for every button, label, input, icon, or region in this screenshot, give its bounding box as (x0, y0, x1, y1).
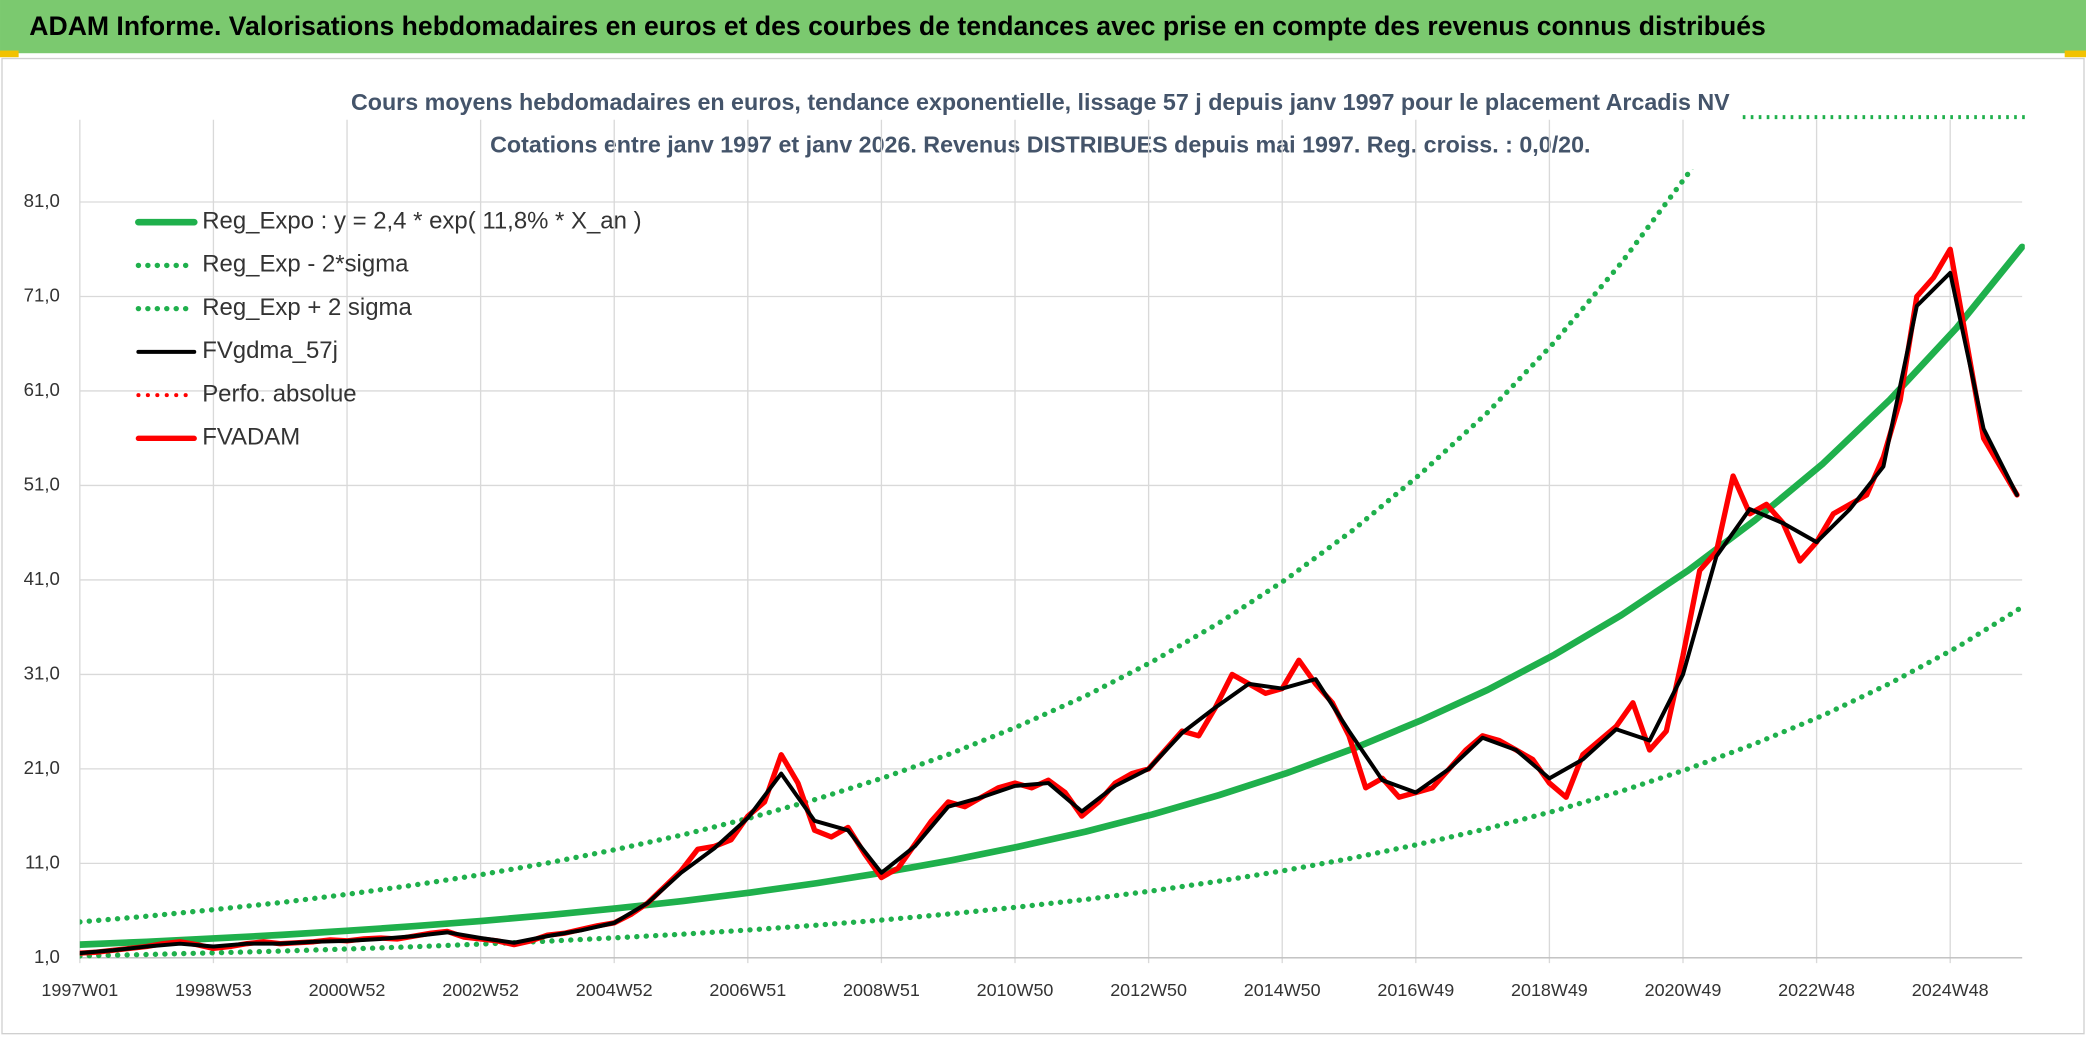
x-tick-label: 2020W49 (1645, 980, 1722, 1000)
y-tick-label: 41,0 (24, 568, 60, 589)
x-tick-label: 2004W52 (576, 980, 653, 1000)
series-line (79, 243, 2025, 948)
series-line (79, 246, 2020, 956)
x-tick-label: 2012W50 (1110, 980, 1187, 1000)
y-tick-label: 71,0 (24, 284, 60, 305)
y-tick-label: 31,0 (24, 662, 60, 683)
chart-title: Cours moyens hebdomadaires en euros, ten… (351, 89, 1730, 115)
legend-label: FVADAM (202, 424, 300, 451)
x-tick-label: 2016W49 (1377, 980, 1454, 1000)
series-line (79, 168, 1695, 925)
legend-label: Reg_Exp - 2*sigma (202, 251, 409, 278)
y-tick-label: 81,0 (24, 190, 60, 211)
corner-mark (2064, 50, 2086, 58)
series-line (79, 604, 2025, 959)
legend-label: Reg_Exp + 2 sigma (202, 294, 412, 321)
y-tick-label: 11,0 (25, 851, 60, 872)
header-title: ADAM Informe. Valorisations hebdomadaire… (29, 11, 1766, 41)
legend-label: Reg_Expo : y = 2,4 * exp( 11,8% * X_an ) (202, 207, 641, 234)
y-tick-label: 21,0 (24, 757, 60, 778)
legend-label: FVgdma_57j (202, 337, 338, 364)
legend: Reg_Expo : y = 2,4 * exp( 11,8% * X_an )… (135, 207, 642, 451)
x-tick-label: 2002W52 (442, 980, 519, 1000)
y-tick-label: 1,0 (34, 946, 60, 967)
chart-subtitle: Cotations entre janv 1997 et janv 2026. … (490, 131, 1590, 157)
x-tick-label: 2008W51 (843, 980, 920, 1000)
x-tick-label: 1998W53 (175, 980, 252, 1000)
x-tick-label: 2000W52 (309, 980, 386, 1000)
x-tick-label: 2024W48 (1912, 980, 1989, 1000)
x-tick-label: 2022W48 (1778, 980, 1855, 1000)
y-tick-label: 61,0 (24, 379, 60, 400)
x-tick-label: 1997W01 (41, 980, 118, 1000)
legend-label: Perfo. absolue (202, 380, 356, 407)
series-line (79, 270, 2019, 956)
x-tick-label: 2018W49 (1511, 980, 1588, 1000)
y-tick-label: 51,0 (24, 473, 60, 494)
corner-mark (0, 50, 19, 58)
chart-frame (1, 57, 2085, 1035)
header-bar (0, 0, 2086, 54)
grid: 1,0 11,0 21,0 31,0 41,0 51,0 61,0 71,0 81,0 1997W… (24, 119, 2023, 1000)
x-tick-label: 2006W51 (709, 980, 786, 1000)
x-tick-label: 2014W50 (1244, 980, 1321, 1000)
plot-area (79, 168, 2025, 959)
x-tick-label: 2010W50 (977, 980, 1054, 1000)
